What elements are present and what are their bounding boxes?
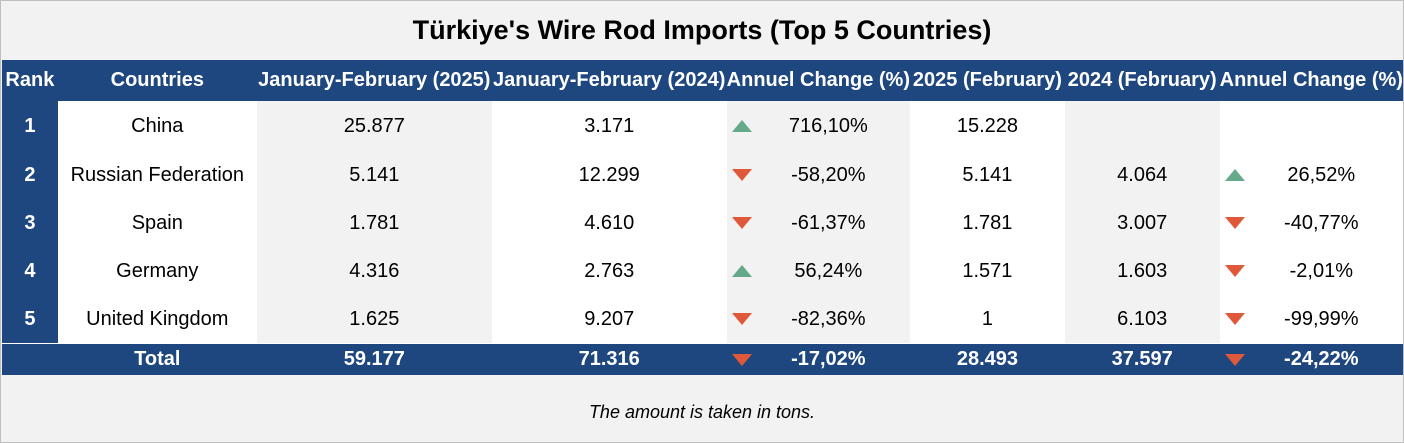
column-header-annual-change-feb: Annuel Change (%) (1219, 60, 1403, 101)
feb-2025-cell: 15.228 (910, 101, 1065, 151)
down-arrow-icon (1224, 353, 1245, 366)
feb-2024-cell: 1.603 (1064, 247, 1220, 295)
rank-cell: 4 (2, 247, 58, 295)
change-value: 716,10% (788, 114, 868, 137)
column-header-feb-2025: 2025 (February) (910, 60, 1065, 101)
annual-change-jan-feb-cell: -58,20% (726, 151, 911, 199)
imports-table: Rank Countries January-February (2025) Janu… (2, 60, 1403, 375)
rank-cell: 2 (2, 151, 58, 199)
jan-feb-2025-cell: 25.877 (256, 101, 492, 151)
change-value (1220, 101, 1403, 151)
column-header-annual-change-jan-feb: Annuel Change (%) (726, 60, 911, 101)
country-cell: Russian Federation (57, 151, 257, 199)
jan-feb-2024-cell: 3.171 (491, 101, 727, 151)
down-arrow-icon (1224, 217, 1245, 229)
country-cell: United Kingdom (57, 295, 257, 344)
country-cell: Germany (57, 247, 257, 295)
jan-feb-2025-cell: 4.316 (256, 247, 492, 295)
column-header-rank: Rank (2, 60, 58, 101)
down-arrow-icon (731, 353, 752, 366)
rank-cell: 5 (2, 295, 58, 344)
feb-2024-cell: 6.103 (1064, 295, 1220, 344)
rank-cell: 3 (2, 199, 58, 247)
total-row: Total 59.177 71.316 -17,02% 28.493 37.597 -24,… (2, 343, 1403, 375)
jan-feb-2025-cell: 5.141 (256, 151, 492, 199)
annual-change-jan-feb-cell: -61,37% (726, 199, 911, 247)
table-row: 1 China 25.877 3.171 716,10% 15.228 (2, 101, 1403, 151)
total-feb-2024: 37.597 (1064, 343, 1220, 375)
table-row: 2 Russian Federation 5.141 12.299 -58,20% 5.1… (2, 151, 1403, 199)
annual-change-feb-cell: -40,77% (1219, 199, 1403, 247)
table-row: 3 Spain 1.781 4.610 -61,37% 1.781 3.007 -40,77% (2, 199, 1403, 247)
jan-feb-2024-cell: 4.610 (491, 199, 727, 247)
change-value: -40,77% (1284, 211, 1359, 234)
down-arrow-icon (731, 169, 752, 181)
annual-change-feb-cell: -99,99% (1219, 295, 1403, 344)
footnote: The amount is taken in tons. (588, 401, 816, 422)
annual-change-feb-cell (1219, 101, 1403, 151)
total-annual-change-feb: -24,22% (1219, 343, 1403, 375)
annual-change-jan-feb-cell: 56,24% (726, 247, 911, 295)
change-value: 56,24% (794, 259, 863, 282)
total-rank-cell (2, 343, 58, 375)
feb-2025-cell: 1.781 (910, 199, 1065, 247)
jan-feb-2025-cell: 1.625 (256, 295, 492, 344)
total-label: Total (57, 343, 257, 375)
up-arrow-icon (731, 120, 752, 132)
country-cell: China (57, 101, 257, 151)
change-value: 26,52% (1287, 163, 1356, 186)
down-arrow-icon (731, 217, 752, 229)
table-row: 4 Germany 4.316 2.763 56,24% 1.571 1.603 -2,01% (2, 247, 1403, 295)
jan-feb-2024-cell: 12.299 (491, 151, 727, 199)
jan-feb-2024-cell: 9.207 (491, 295, 727, 344)
total-jan-feb-2024: 71.316 (491, 343, 727, 375)
rank-cell: 1 (2, 101, 58, 151)
total-annual-change-jan-feb: -17,02% (726, 343, 911, 375)
table-row: 5 United Kingdom 1.625 9.207 -82,36% 1 6.103 -9… (2, 295, 1403, 344)
up-arrow-icon (1224, 169, 1245, 181)
feb-2024-cell: 4.064 (1064, 151, 1220, 199)
change-value: -99,99% (1284, 307, 1359, 330)
feb-2025-cell: 1.571 (910, 247, 1065, 295)
total-feb-2025: 28.493 (910, 343, 1065, 375)
feb-2025-cell: 1 (910, 295, 1065, 344)
column-header-jan-feb-2024: January-February (2024) (491, 60, 727, 101)
down-arrow-icon (1224, 313, 1245, 325)
jan-feb-2024-cell: 2.763 (491, 247, 727, 295)
change-value: -82,36% (791, 307, 866, 330)
down-arrow-icon (1224, 265, 1245, 277)
change-value: -24,22% (1284, 348, 1359, 370)
annual-change-jan-feb-cell: 716,10% (726, 101, 911, 151)
jan-feb-2025-cell: 1.781 (256, 199, 492, 247)
annual-change-feb-cell: 26,52% (1219, 151, 1403, 199)
total-jan-feb-2025: 59.177 (256, 343, 492, 375)
feb-2025-cell: 5.141 (910, 151, 1065, 199)
change-value: -2,01% (1289, 259, 1353, 282)
country-cell: Spain (57, 199, 257, 247)
change-value: -17,02% (791, 348, 866, 370)
column-header-countries: Countries (57, 60, 257, 101)
change-value: -61,37% (791, 211, 866, 234)
feb-2024-cell: 3.007 (1064, 199, 1220, 247)
table-header-row: Rank Countries January-February (2025) Janu… (2, 60, 1403, 101)
page-title: Türkiye's Wire Rod Imports (Top 5 Countr… (412, 14, 992, 45)
up-arrow-icon (731, 265, 752, 277)
column-header-feb-2024: 2024 (February) (1064, 60, 1220, 101)
column-header-jan-feb-2025: January-February (2025) (256, 60, 492, 101)
change-value: -58,20% (791, 163, 866, 186)
annual-change-jan-feb-cell: -82,36% (726, 295, 911, 344)
down-arrow-icon (731, 313, 752, 325)
feb-2024-cell (1064, 101, 1220, 151)
annual-change-feb-cell: -2,01% (1219, 247, 1403, 295)
